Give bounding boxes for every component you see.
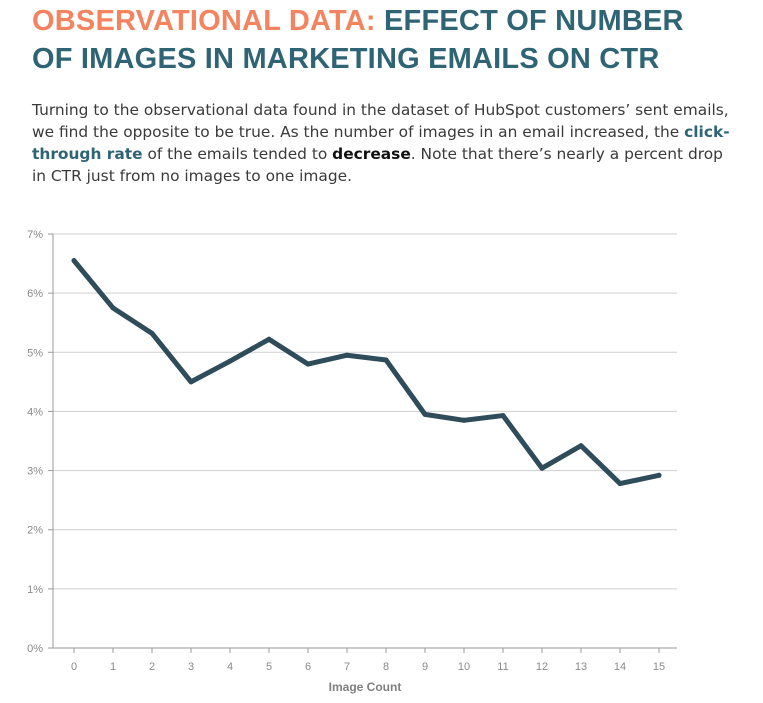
intro-text-1: Turning to the observational data found … [32,101,729,141]
intro-emphasis: decrease [332,145,411,163]
ctr-line-chart: 0%1%2%3%4%5%6%7% 0 1 2 3 4 5 6 7 8 9 10 11 12 13 14 15 … [27,229,677,694]
data-point [110,305,116,311]
title-accent: OBSERVATIONAL DATA: [32,5,376,37]
data-point [149,330,155,336]
y-tick-label: 1% [27,584,43,596]
intro-text-2: of the emails tended to [142,145,333,163]
title-main: EFFECT OF NUMBER OF IMAGES IN MARKETING … [32,5,684,75]
x-tick-label: 9 [422,661,428,673]
intro-text-3: . Note that there’s nearly a percent dro… [32,145,723,185]
x-tick-label: 6 [305,661,311,673]
y-tick-label: 4% [27,406,43,418]
y-tick-label: 6% [27,288,43,300]
intro-highlight: click-through rate [32,123,730,163]
axes [48,233,677,653]
data-point [305,361,311,367]
x-tick-label: 12 [536,661,548,673]
x-axis-title: Image Count [329,680,402,694]
data-point [578,443,584,449]
y-tick-label: 3% [27,466,43,478]
x-tick-label: 7 [344,661,350,673]
x-tick-label: 13 [575,661,587,673]
data-point [500,413,506,419]
x-tick-label: 11 [497,661,508,673]
data-point [656,472,662,478]
data-point [188,379,194,385]
x-tick-label: 0 [71,661,77,673]
series-group [71,258,662,487]
data-point [461,417,467,423]
data-point [422,411,428,417]
x-tick-label: 8 [383,661,389,673]
x-tick-label: 10 [458,661,470,673]
data-point [617,481,623,487]
data-point [71,258,77,264]
x-tick-label: 4 [227,661,233,673]
y-tick-label: 7% [27,229,43,241]
x-tick-label: 2 [149,661,155,673]
intro-paragraph: Turning to the observational data found … [32,99,732,187]
y-tick-label: 2% [27,525,43,537]
y-tick-label: 5% [27,347,43,359]
data-point [539,465,545,471]
y-tick-label: 0% [27,643,43,655]
data-point [266,336,272,342]
data-point [383,357,389,363]
series-line [71,258,662,487]
x-tick-label: 15 [653,661,665,673]
y-tick-labels: 0% 1% 2% 3% 4% 5% 6% 7% [27,229,43,655]
data-point [227,358,233,364]
x-tick-label: 3 [188,661,194,673]
x-tick-label: 1 [110,661,116,673]
x-tick-label: 5 [266,661,272,673]
grid-lines [53,233,677,590]
x-tick-label: 14 [614,661,626,673]
x-tick-labels: 0 1 2 3 4 5 6 7 8 9 10 11 12 13 14 15 [71,661,665,673]
page-title: OBSERVATIONAL DATA: EFFECT OF NUMBER OF … [32,2,732,78]
data-point [344,352,350,358]
